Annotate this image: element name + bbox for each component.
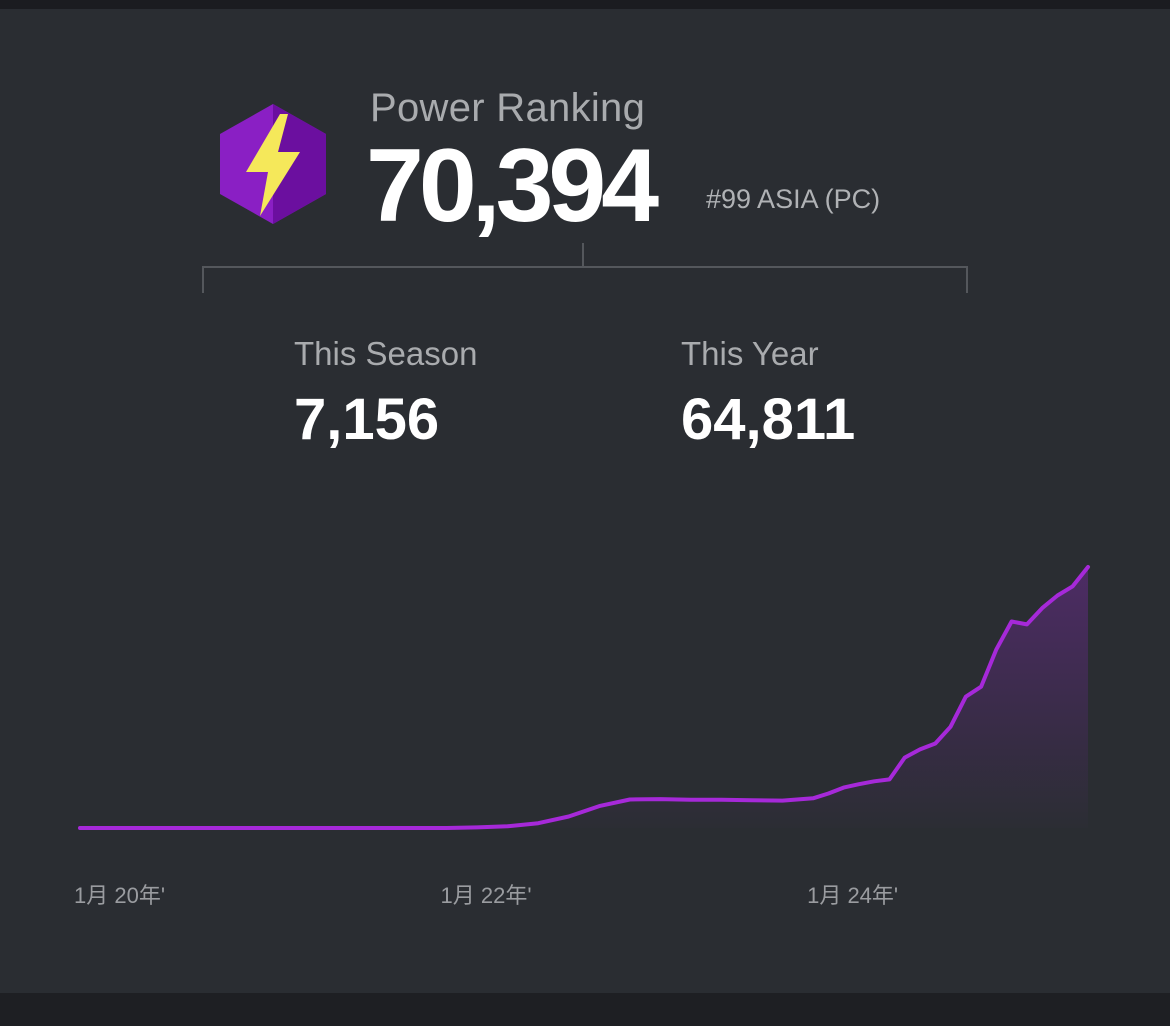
this-season-label: This Season xyxy=(294,335,478,372)
stats-bracket xyxy=(202,243,968,293)
top-strip xyxy=(0,0,1170,9)
this-year-value: 64,811 xyxy=(681,387,856,452)
this-year-label: This Year xyxy=(681,335,819,372)
x-tick-label: 1月 20年' xyxy=(74,883,165,908)
power-ranking-label: Power Ranking xyxy=(370,86,646,130)
this-season-value: 7,156 xyxy=(294,387,440,452)
x-tick-label: 1月 24年' xyxy=(807,883,898,908)
chart-area-fill xyxy=(80,567,1088,828)
lightning-bolt-hexagon-icon xyxy=(220,104,326,224)
region-rank: #99 ASIA (PC) xyxy=(706,184,881,214)
chart-series-line xyxy=(78,565,1090,830)
bottom-strip xyxy=(0,993,1170,1026)
power-ranking-chart: 1月 20年' 1月 22年' 1月 24年' xyxy=(74,565,1090,908)
x-tick-label: 1月 22年' xyxy=(441,883,532,908)
power-ranking-value: 70,394 xyxy=(366,128,659,244)
